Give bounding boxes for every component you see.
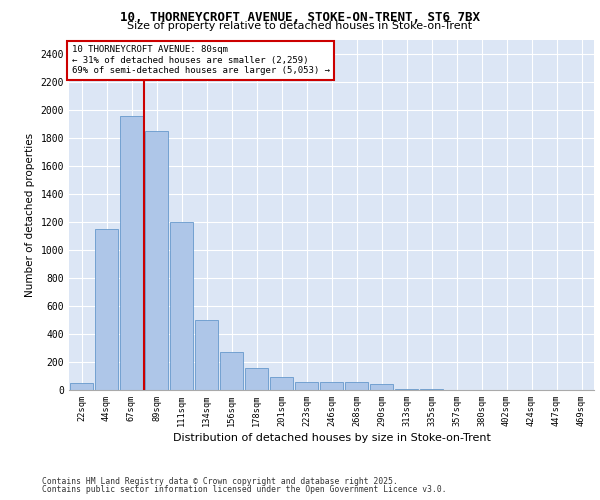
X-axis label: Distribution of detached houses by size in Stoke-on-Trent: Distribution of detached houses by size … bbox=[173, 434, 490, 444]
Bar bbox=[395, 388, 418, 390]
Bar bbox=[245, 368, 268, 390]
Bar bbox=[345, 382, 368, 390]
Bar bbox=[145, 131, 168, 390]
Bar bbox=[120, 116, 143, 390]
Text: 10 THORNEYCROFT AVENUE: 80sqm
← 31% of detached houses are smaller (2,259)
69% o: 10 THORNEYCROFT AVENUE: 80sqm ← 31% of d… bbox=[71, 46, 329, 75]
Text: Contains HM Land Registry data © Crown copyright and database right 2025.: Contains HM Land Registry data © Crown c… bbox=[42, 477, 398, 486]
Bar bbox=[370, 384, 393, 390]
Text: Size of property relative to detached houses in Stoke-on-Trent: Size of property relative to detached ho… bbox=[127, 21, 473, 31]
Bar bbox=[295, 382, 318, 390]
Bar bbox=[195, 320, 218, 390]
Bar bbox=[220, 352, 243, 390]
Text: Contains public sector information licensed under the Open Government Licence v3: Contains public sector information licen… bbox=[42, 485, 446, 494]
Y-axis label: Number of detached properties: Number of detached properties bbox=[25, 133, 35, 297]
Text: 10, THORNEYCROFT AVENUE, STOKE-ON-TRENT, ST6 7BX: 10, THORNEYCROFT AVENUE, STOKE-ON-TRENT,… bbox=[120, 11, 480, 24]
Bar bbox=[320, 382, 343, 390]
Bar bbox=[95, 229, 118, 390]
Bar bbox=[70, 383, 93, 390]
Bar bbox=[170, 222, 193, 390]
Bar bbox=[270, 378, 293, 390]
